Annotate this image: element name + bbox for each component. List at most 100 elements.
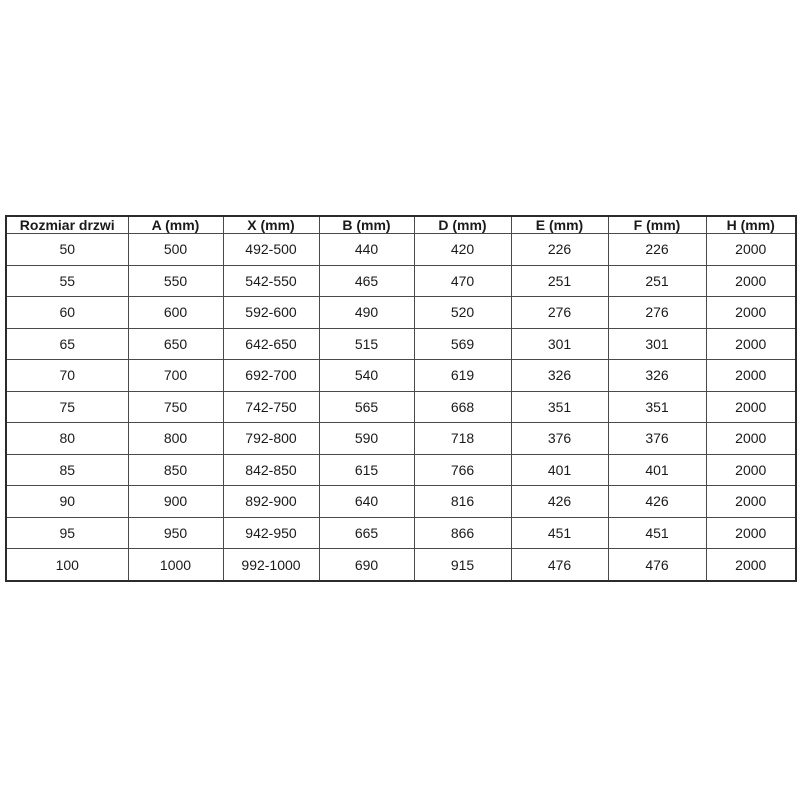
table-cell: 251 <box>607 264 707 297</box>
table-cell: 1000 <box>127 548 224 582</box>
table-cell: 842-850 <box>222 453 320 486</box>
table-cell: 750 <box>127 390 224 423</box>
table-body: 50 500 492-500 440 420 226 226 2000 55 550 542-550… <box>5 233 797 582</box>
table-cell: 351 <box>510 390 609 423</box>
column-header: H (mm) <box>705 215 797 234</box>
table-cell: 75 <box>5 390 129 423</box>
table-cell: 451 <box>510 516 609 549</box>
table-row: 70 700 692-700 540 619 326 326 2000 <box>5 359 797 392</box>
table-cell: 465 <box>318 264 415 297</box>
table-cell: 690 <box>318 548 415 582</box>
table-cell: 650 <box>127 327 224 360</box>
table-cell: 2000 <box>705 453 797 486</box>
column-header: E (mm) <box>510 215 609 234</box>
table-cell: 2000 <box>705 327 797 360</box>
table-cell: 420 <box>413 233 512 266</box>
table-row: 55 550 542-550 465 470 251 251 2000 <box>5 264 797 297</box>
table-cell: 542-550 <box>222 264 320 297</box>
column-header: B (mm) <box>318 215 415 234</box>
table-row: 50 500 492-500 440 420 226 226 2000 <box>5 233 797 266</box>
table-cell: 451 <box>607 516 707 549</box>
table-cell: 401 <box>607 453 707 486</box>
table-cell: 376 <box>607 422 707 455</box>
table-cell: 515 <box>318 327 415 360</box>
table-cell: 569 <box>413 327 512 360</box>
table-cell: 619 <box>413 359 512 392</box>
table-cell: 351 <box>607 390 707 423</box>
table-cell: 850 <box>127 453 224 486</box>
table-cell: 65 <box>5 327 129 360</box>
table-cell: 85 <box>5 453 129 486</box>
table-cell: 476 <box>607 548 707 582</box>
table-cell: 520 <box>413 296 512 329</box>
table-cell: 492-500 <box>222 233 320 266</box>
column-header: A (mm) <box>127 215 224 234</box>
table-cell: 540 <box>318 359 415 392</box>
table-cell: 892-900 <box>222 485 320 518</box>
table-row: 90 900 892-900 640 816 426 426 2000 <box>5 485 797 518</box>
table-cell: 665 <box>318 516 415 549</box>
table-cell: 251 <box>510 264 609 297</box>
table-cell: 942-950 <box>222 516 320 549</box>
table-cell: 2000 <box>705 359 797 392</box>
table-cell: 915 <box>413 548 512 582</box>
table-cell: 816 <box>413 485 512 518</box>
table-cell: 592-600 <box>222 296 320 329</box>
table-cell: 70 <box>5 359 129 392</box>
table-cell: 692-700 <box>222 359 320 392</box>
table-cell: 276 <box>607 296 707 329</box>
table-cell: 226 <box>510 233 609 266</box>
table-row: 60 600 592-600 490 520 276 276 2000 <box>5 296 797 329</box>
table-cell: 615 <box>318 453 415 486</box>
table-cell: 2000 <box>705 548 797 582</box>
table-cell: 301 <box>510 327 609 360</box>
column-header: Rozmiar drzwi <box>5 215 129 234</box>
table-cell: 792-800 <box>222 422 320 455</box>
table-cell: 742-750 <box>222 390 320 423</box>
table-cell: 700 <box>127 359 224 392</box>
door-size-table: Rozmiar drzwi A (mm) X (mm) B (mm) D (mm) E (… <box>5 215 797 582</box>
table-header-row: Rozmiar drzwi A (mm) X (mm) B (mm) D (mm) E (… <box>5 215 797 234</box>
table-cell: 376 <box>510 422 609 455</box>
table-cell: 640 <box>318 485 415 518</box>
table-cell: 2000 <box>705 485 797 518</box>
table-cell: 326 <box>510 359 609 392</box>
table-cell: 60 <box>5 296 129 329</box>
table-cell: 440 <box>318 233 415 266</box>
table-cell: 800 <box>127 422 224 455</box>
table-row: 65 650 642-650 515 569 301 301 2000 <box>5 327 797 360</box>
table-cell: 470 <box>413 264 512 297</box>
table-cell: 600 <box>127 296 224 329</box>
table-row: 95 950 942-950 665 866 451 451 2000 <box>5 516 797 549</box>
table-cell: 301 <box>607 327 707 360</box>
table-cell: 500 <box>127 233 224 266</box>
table-cell: 55 <box>5 264 129 297</box>
table-cell: 2000 <box>705 390 797 423</box>
table-cell: 2000 <box>705 296 797 329</box>
table-row: 100 1000 992-1000 690 915 476 476 2000 <box>5 548 797 582</box>
column-header: F (mm) <box>607 215 707 234</box>
table-row: 80 800 792-800 590 718 376 376 2000 <box>5 422 797 455</box>
table-cell: 426 <box>510 485 609 518</box>
table-cell: 100 <box>5 548 129 582</box>
table-cell: 900 <box>127 485 224 518</box>
table-cell: 226 <box>607 233 707 266</box>
column-header: X (mm) <box>222 215 320 234</box>
table-cell: 426 <box>607 485 707 518</box>
table-cell: 476 <box>510 548 609 582</box>
table-cell: 550 <box>127 264 224 297</box>
table-cell: 642-650 <box>222 327 320 360</box>
table-cell: 490 <box>318 296 415 329</box>
table-cell: 401 <box>510 453 609 486</box>
table-cell: 590 <box>318 422 415 455</box>
table-cell: 992-1000 <box>222 548 320 582</box>
table-cell: 2000 <box>705 422 797 455</box>
table-cell: 90 <box>5 485 129 518</box>
table-cell: 866 <box>413 516 512 549</box>
table-row: 75 750 742-750 565 668 351 351 2000 <box>5 390 797 423</box>
table-cell: 50 <box>5 233 129 266</box>
column-header: D (mm) <box>413 215 512 234</box>
table-cell: 718 <box>413 422 512 455</box>
table-cell: 565 <box>318 390 415 423</box>
